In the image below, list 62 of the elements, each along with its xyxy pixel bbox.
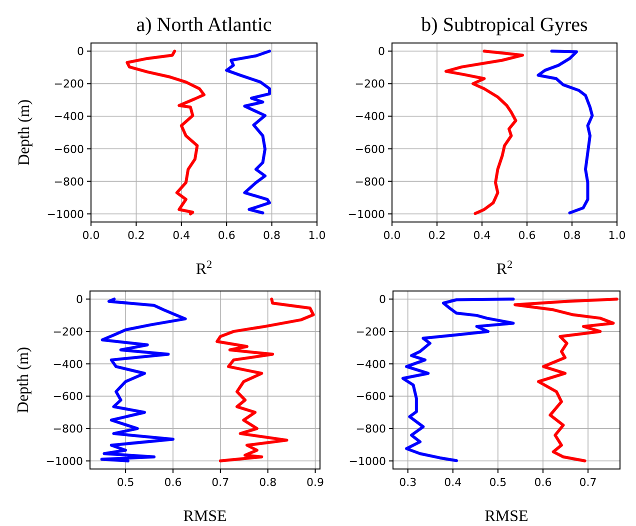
y-tick-label: −800 (354, 175, 385, 188)
chart-title: b) Subtropical Gyres (421, 14, 588, 36)
y-tick-label: −800 (52, 422, 83, 436)
x-tick-label: 0.6 (164, 476, 182, 489)
y-tick-label: −200 (52, 325, 83, 338)
y-tick-label: 0 (379, 293, 386, 306)
x-axis-title: R$^{2}$ (496, 259, 513, 278)
y-tick-label: −400 (356, 358, 386, 371)
line-series (216, 298, 315, 462)
x-tick-label: 0.5 (116, 476, 134, 489)
x-tick-label: 0.0 (82, 229, 100, 242)
y-tick-label: −600 (354, 142, 385, 156)
y-tick-label: −200 (356, 325, 386, 338)
y-tick-label: 0 (378, 45, 385, 58)
x-tick-label: 0.7 (579, 476, 597, 489)
line-series (126, 50, 206, 216)
x-axis-title: RMSE (484, 508, 528, 525)
line-series (225, 50, 272, 214)
x-tick-label: 0.4 (444, 476, 462, 489)
chart-title: a) North Atlantic (136, 14, 272, 36)
x-tick-label: 0.7 (212, 476, 230, 489)
y-tick-label: −1000 (348, 454, 386, 468)
x-tick-label: 0.6 (218, 229, 236, 242)
y-tick-label: −200 (54, 78, 84, 91)
x-tick-label: 0.3 (399, 476, 417, 489)
x-tick-label: 0.4 (473, 229, 491, 242)
x-tick-label: 0.8 (259, 476, 277, 489)
y-tick-label: −1000 (46, 208, 84, 221)
x-tick-label: 0.9 (306, 476, 324, 489)
line-series (444, 50, 524, 216)
y-tick-label: −600 (356, 390, 386, 404)
x-tick-label: 0.8 (563, 229, 581, 242)
x-tick-label: 0.6 (518, 229, 536, 242)
x-axis-title: RMSE (183, 508, 227, 525)
line-series (514, 298, 618, 462)
y-tick-label: 0 (77, 45, 84, 58)
y-tick-label: −800 (356, 422, 386, 436)
y-tick-label: −400 (354, 110, 385, 124)
x-tick-label: 0.5 (489, 476, 507, 489)
line-series (100, 298, 187, 462)
x-tick-label: 0.4 (172, 229, 190, 242)
line-series (401, 298, 515, 462)
x-tick-label: 0.0 (383, 229, 401, 242)
y-tick-label: −1000 (348, 208, 385, 221)
x-tick-label: 0.6 (534, 476, 552, 489)
y-tick-label: −400 (52, 358, 83, 371)
y-tick-label: 0 (76, 293, 83, 306)
x-axis-title: R$^{2}$ (196, 259, 212, 278)
y-tick-label: −400 (54, 110, 84, 124)
y-tick-label: −600 (52, 390, 83, 404)
x-tick-label: 1.0 (308, 229, 326, 242)
y-tick-label: −600 (54, 142, 84, 156)
y-tick-label: −1000 (46, 454, 83, 468)
x-tick-label: 0.8 (263, 229, 281, 242)
y-axis-title: Depth (m) (16, 99, 33, 166)
line-series (536, 50, 594, 214)
x-tick-label: 1.0 (608, 229, 626, 242)
x-tick-label: 0.2 (127, 229, 145, 242)
y-tick-label: −800 (54, 175, 84, 188)
y-axis-title: Depth (m) (15, 346, 32, 414)
y-tick-label: −200 (354, 78, 385, 91)
x-tick-label: 0.2 (428, 229, 446, 242)
